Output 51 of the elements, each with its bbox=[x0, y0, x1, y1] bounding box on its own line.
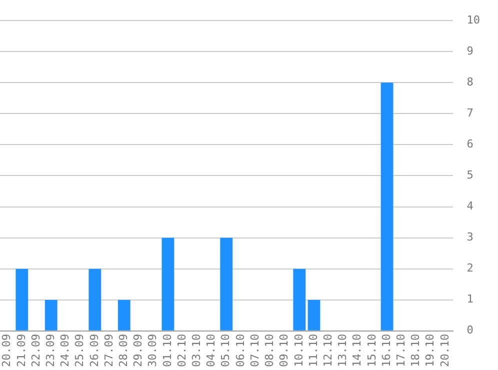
x-tick-label: 30.09 bbox=[146, 334, 160, 368]
y-tick-label: 7 bbox=[466, 106, 474, 120]
x-tick-label: 20.09 bbox=[0, 334, 14, 368]
y-tick-label: 10 bbox=[466, 13, 480, 26]
bar bbox=[16, 268, 28, 330]
x-tick-label: 20.10 bbox=[438, 334, 452, 368]
x-tick-label: 09.10 bbox=[278, 334, 291, 368]
bar bbox=[162, 238, 174, 330]
bar bbox=[88, 268, 102, 330]
x-tick-label: 24.09 bbox=[58, 334, 72, 368]
x-tick-label: 02.10 bbox=[175, 334, 188, 368]
x-tick-label: 03.10 bbox=[190, 334, 204, 368]
x-tick-label: 29.09 bbox=[132, 334, 145, 368]
x-tick-label: 13.10 bbox=[336, 334, 350, 368]
x-tick-label: 18.10 bbox=[409, 334, 422, 368]
x-tick-label: 07.10 bbox=[248, 334, 262, 368]
y-tick-label: 8 bbox=[466, 76, 474, 89]
x-tick-label: 15.10 bbox=[365, 334, 378, 368]
x-tick-label: 27.09 bbox=[102, 334, 116, 368]
x-tick-label: 01.10 bbox=[160, 334, 174, 368]
x-tick-label: 11.10 bbox=[306, 334, 320, 368]
x-tick-label: 16.10 bbox=[380, 334, 393, 368]
x-tick-label: 04.10 bbox=[204, 334, 218, 368]
y-tick-label: 9 bbox=[466, 44, 474, 58]
bar bbox=[293, 268, 306, 330]
y-tick-label: 4 bbox=[466, 200, 474, 213]
x-tick-label: 21.09 bbox=[14, 334, 28, 368]
x-tick-label: 14.10 bbox=[350, 334, 364, 368]
x-tick-label: 17.10 bbox=[394, 334, 408, 368]
bar bbox=[44, 300, 58, 330]
x-tick-label: 19.10 bbox=[424, 334, 437, 368]
bar bbox=[118, 300, 130, 330]
x-tick-label: 06.10 bbox=[234, 334, 247, 368]
x-tick-label: 12.10 bbox=[321, 334, 334, 368]
x-tick-label: 05.10 bbox=[219, 334, 232, 368]
x-tick-label: 23.09 bbox=[44, 334, 57, 368]
bar bbox=[380, 82, 394, 330]
bar bbox=[308, 300, 320, 330]
y-tick-label: 6 bbox=[466, 138, 474, 151]
x-tick-label: 10.10 bbox=[292, 334, 306, 368]
y-tick-label: 2 bbox=[466, 262, 474, 275]
y-tick-label: 5 bbox=[466, 168, 474, 182]
bar bbox=[220, 238, 233, 330]
x-tick-label: 28.09 bbox=[117, 334, 130, 368]
y-tick-label: 3 bbox=[466, 230, 474, 244]
y-tick-label: 0 bbox=[466, 324, 474, 337]
x-tick-label: 08.10 bbox=[263, 334, 276, 368]
y-tick-label: 1 bbox=[466, 292, 474, 306]
x-tick-label: 25.09 bbox=[73, 334, 86, 368]
x-tick-label: 26.09 bbox=[88, 334, 101, 368]
x-tick-label: 22.09 bbox=[29, 334, 42, 368]
